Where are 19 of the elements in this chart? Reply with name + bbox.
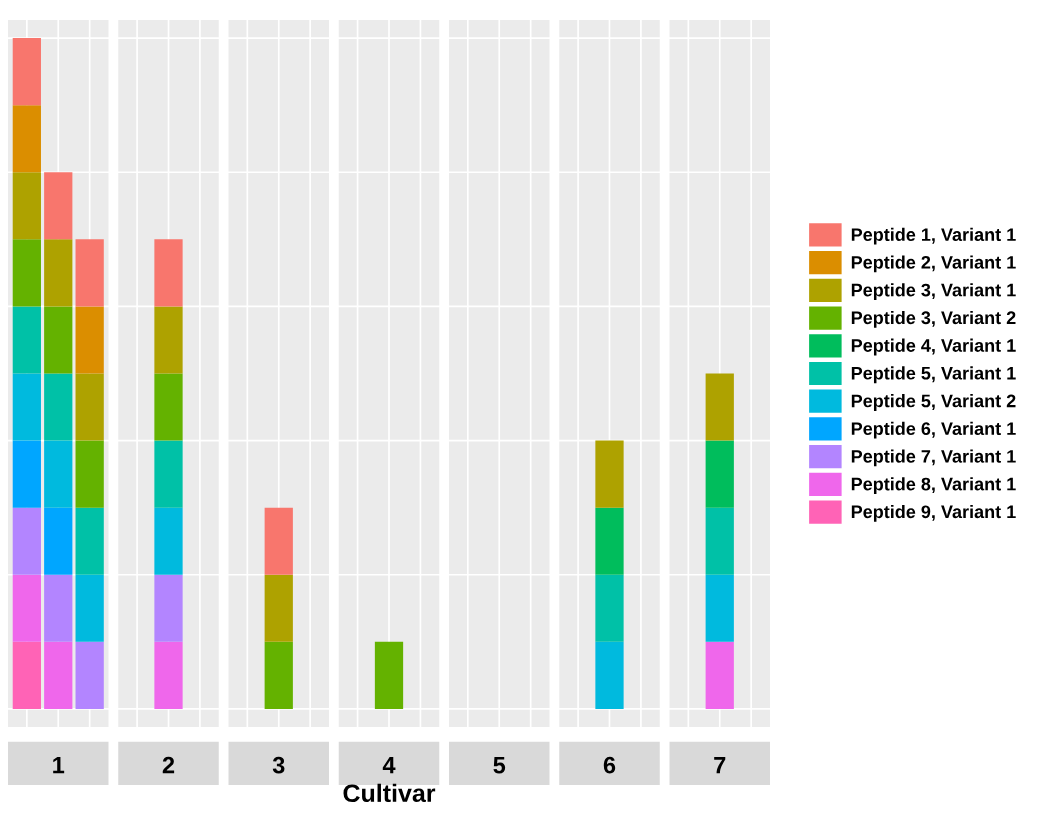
legend-label: Peptide 2, Variant 1 bbox=[851, 255, 1016, 273]
x-axis-title: Cultivar bbox=[343, 783, 436, 803]
legend-label: Peptide 9, Variant 1 bbox=[851, 504, 1016, 522]
legend-label: Peptide 8, Variant 1 bbox=[851, 477, 1016, 495]
legend-label: Peptide 4, Variant 1 bbox=[851, 338, 1016, 356]
legend-label: Peptide 3, Variant 1 bbox=[851, 283, 1016, 301]
legend-label: Peptide 1, Variant 1 bbox=[851, 227, 1016, 245]
x-tick-label: 7 bbox=[714, 757, 726, 774]
x-tick-label: 5 bbox=[493, 757, 506, 774]
legend-label: Peptide 7, Variant 1 bbox=[851, 449, 1016, 467]
legend-label: Peptide 5, Variant 1 bbox=[851, 366, 1016, 384]
x-tick-label: 1 bbox=[53, 757, 65, 774]
legend-label: Peptide 5, Variant 2 bbox=[851, 394, 1016, 411]
legend-label: Peptide 6, Variant 1 bbox=[851, 421, 1016, 439]
legend-label: Peptide 3, Variant 2 bbox=[851, 310, 1016, 328]
x-tick-label: 4 bbox=[382, 757, 396, 774]
x-tick-label: 3 bbox=[272, 756, 285, 774]
x-tick-label: 6 bbox=[603, 756, 616, 774]
x-tick-label: 2 bbox=[162, 756, 175, 774]
